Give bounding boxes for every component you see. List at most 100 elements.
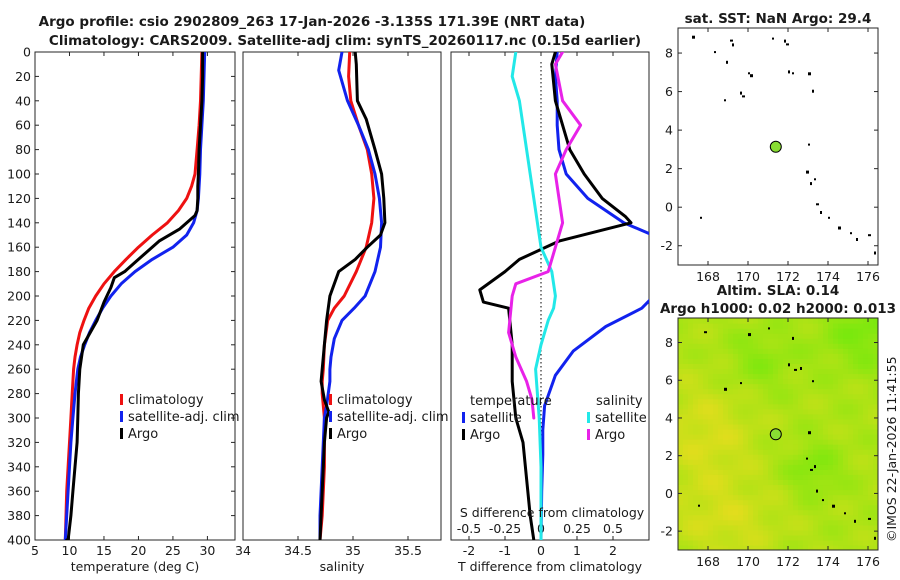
- sla-heat-cell: [808, 323, 814, 329]
- sla-heat-cell: [728, 333, 734, 339]
- sla-heat-cell: [683, 333, 689, 339]
- sla-heat-cell: [763, 413, 769, 420]
- sla-heat-cell: [783, 343, 789, 349]
- sla-heat-cell: [728, 398, 734, 405]
- sla-heat-cell: [698, 479, 704, 486]
- sla-heat-cell: [703, 418, 709, 425]
- sla-heat-cell: [688, 318, 694, 324]
- sla-heat-cell: [693, 534, 699, 541]
- sla-heat-cell: [873, 353, 878, 359]
- sla-heat-cell: [723, 333, 729, 339]
- sla-heat-cell: [848, 454, 854, 460]
- sla-heat-cell: [863, 434, 869, 440]
- sla-heat-cell: [763, 464, 769, 470]
- sla-heat-cell: [748, 393, 754, 400]
- sla-heat-cell: [808, 333, 814, 339]
- sla-heat-cell: [823, 439, 829, 445]
- sla-heat-cell: [858, 489, 864, 496]
- sla-heat-cell: [803, 484, 809, 491]
- sla-heat-cell: [738, 368, 744, 375]
- sla-heat-cell: [718, 358, 724, 364]
- sla-heat-cell: [773, 514, 779, 521]
- sla-heat-cell: [798, 363, 804, 370]
- sla-heat-cell: [698, 539, 704, 546]
- sla-heat-cell: [763, 484, 769, 491]
- sla-heat-cell: [803, 348, 809, 354]
- sla-heat-cell: [828, 378, 834, 385]
- sla-heat-cell: [808, 423, 814, 430]
- sla-heat-cell: [743, 318, 749, 324]
- sla-heat-cell: [728, 323, 734, 329]
- x-tick-label: 10: [62, 543, 78, 558]
- sla-heat-cell: [803, 383, 809, 390]
- sla-heat-cell: [798, 323, 804, 329]
- sla-heat-cell: [678, 434, 684, 440]
- sla-heat-cell: [793, 353, 799, 359]
- sla-heat-cell: [783, 348, 789, 354]
- sla-heat-cell: [818, 469, 824, 475]
- sla-heat-cell: [868, 333, 874, 339]
- sla-heat-cell: [848, 378, 854, 385]
- sla-heat-cell: [798, 499, 804, 506]
- sla-heat-cell: [868, 413, 874, 420]
- sla-heat-cell: [783, 363, 789, 370]
- sla-heat-cell: [863, 529, 869, 536]
- sla-heat-cell: [868, 378, 874, 385]
- sla-heat-cell: [753, 514, 759, 521]
- sla-heat-cell: [748, 534, 754, 541]
- sla-heat-cell: [713, 373, 719, 380]
- sla-heat-cell: [718, 318, 724, 324]
- legend-swatch-t-argo: [462, 429, 465, 440]
- sla-heat-cell: [703, 494, 709, 501]
- sla-heat-cell: [803, 464, 809, 470]
- sla-heat-cell: [803, 408, 809, 415]
- sla-heat-cell: [803, 454, 809, 460]
- sla-heat-cell: [793, 519, 799, 526]
- sla-heat-cell: [693, 318, 699, 324]
- sla-heat-cell: [803, 514, 809, 521]
- sla-heat-cell: [803, 418, 809, 425]
- sla-heat-cell: [873, 333, 878, 339]
- sla-heat-cell: [713, 403, 719, 410]
- sla-heat-cell: [803, 449, 809, 455]
- sla-heat-cell: [703, 529, 709, 536]
- sla-heat-cell: [808, 418, 814, 425]
- sla-heat-cell: [823, 494, 829, 501]
- sst-map-panel: sat. SST: NaN Argo: 29.4 168 170 172 174 176…: [661, 11, 880, 284]
- sla-heat-cell: [678, 529, 684, 536]
- sla-heat-cell: [743, 529, 749, 536]
- sla-heat-cell: [803, 459, 809, 465]
- series-line-t-satellite: [539, 52, 649, 540]
- x-tick-label: 34.5: [284, 543, 312, 558]
- sla-heat-cell: [763, 504, 769, 511]
- sla-heat-cell: [738, 413, 744, 420]
- sla-heat-cell: [868, 398, 874, 405]
- sla-heat-cell: [848, 318, 854, 324]
- sla-heat-cell: [713, 524, 719, 531]
- sla-heat-cell: [793, 323, 799, 329]
- sla-heat-cell: [718, 338, 724, 344]
- sla-heat-cell: [698, 323, 704, 329]
- sla-heat-cell: [868, 408, 874, 415]
- series-line-t-argo: [478, 52, 633, 540]
- map-x-tick-label: 172: [776, 554, 800, 569]
- sla-heat-cell: [853, 484, 859, 491]
- sla-heat-cell: [748, 328, 754, 334]
- sla-heat-cell: [708, 413, 714, 420]
- sla-heat-cell: [708, 398, 714, 405]
- sla-heat-cell: [693, 494, 699, 501]
- sla-heat-cell: [733, 348, 739, 354]
- sla-heat-cell: [838, 408, 844, 415]
- sla-heat-cell: [723, 353, 729, 359]
- sla-heat-cell: [838, 383, 844, 390]
- sla-heat-cell: [693, 378, 699, 385]
- sla-heat-cell: [838, 368, 844, 375]
- sla-heat-cell: [743, 368, 749, 375]
- sla-heat-cell: [733, 439, 739, 445]
- sla-heat-cell: [818, 509, 824, 516]
- sla-heat-cell: [748, 444, 754, 450]
- sla-heat-cell: [728, 328, 734, 334]
- sla-heat-cell: [833, 363, 839, 370]
- sla-heat-cell: [753, 544, 759, 550]
- sla-heat-cell: [693, 479, 699, 486]
